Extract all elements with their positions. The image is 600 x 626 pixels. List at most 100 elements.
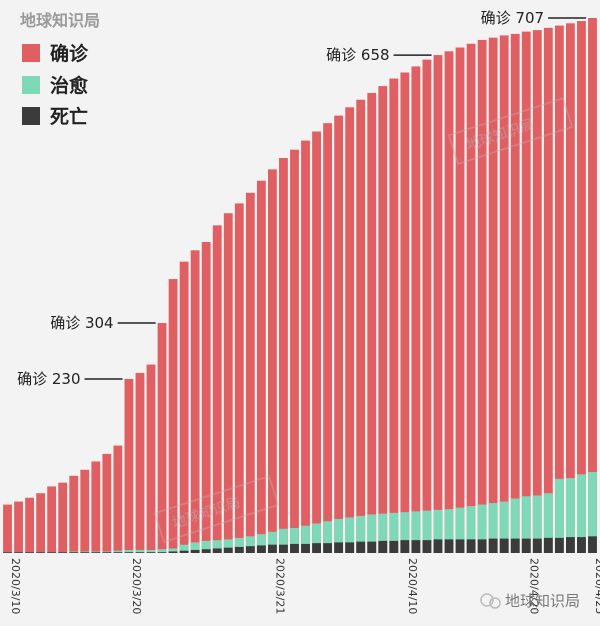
bar-recovered	[543, 493, 553, 553]
bar-confirmed	[124, 378, 134, 553]
bar-recovered	[554, 478, 564, 553]
bar-deaths	[47, 552, 57, 553]
bar-recovered	[356, 515, 366, 553]
bar-deaths	[25, 552, 35, 553]
x-tick-label: 2020/4/10	[406, 558, 419, 614]
bar-confirmed	[466, 43, 476, 553]
bar-confirmed	[301, 140, 310, 553]
bar-confirmed	[444, 51, 454, 554]
bar-confirmed	[345, 107, 355, 553]
bar-recovered	[422, 510, 432, 553]
bar-deaths	[356, 541, 366, 553]
bar-recovered	[223, 539, 233, 553]
legend-label-confirmed: 确诊	[50, 42, 89, 65]
bar-confirmed	[58, 482, 68, 553]
bar-confirmed	[47, 486, 57, 553]
bar-confirmed	[80, 469, 90, 553]
bar-recovered	[323, 521, 333, 553]
legend: 确诊 治愈 死亡	[22, 42, 89, 128]
bar-confirmed	[135, 372, 145, 553]
bar-deaths	[422, 540, 432, 553]
bar-deaths	[201, 549, 211, 553]
bar-confirmed	[256, 180, 266, 553]
bar-confirmed	[411, 66, 421, 554]
bar-deaths	[157, 552, 167, 553]
bar-deaths	[179, 550, 189, 553]
bar-deaths	[168, 551, 178, 553]
bar-recovered	[499, 501, 509, 553]
bar-confirmed	[245, 192, 255, 554]
bar-confirmed	[157, 322, 167, 553]
bar-deaths	[102, 552, 112, 553]
bar-recovered	[146, 549, 156, 553]
bar-deaths	[36, 552, 46, 553]
bar-confirmed	[400, 72, 410, 553]
bar-recovered	[411, 511, 421, 553]
bar-deaths	[312, 543, 321, 553]
bar-recovered	[433, 509, 443, 553]
bar-confirmed	[201, 241, 211, 554]
bar-confirmed	[378, 86, 388, 553]
bar-recovered	[113, 550, 123, 553]
bar-recovered	[345, 517, 355, 553]
source-credit-text: 地球知识局	[505, 592, 580, 610]
bar-deaths	[554, 537, 564, 553]
bar-deaths	[444, 539, 454, 553]
bar-confirmed	[267, 169, 277, 553]
bar-recovered	[577, 474, 586, 553]
bar-confirmed	[25, 497, 35, 553]
source-credit: 地球知识局	[480, 592, 580, 610]
bar-confirmed	[312, 131, 321, 553]
bar-recovered	[488, 503, 498, 553]
legend-swatch-recovered	[22, 76, 40, 94]
x-tick-label: 2020/3/21	[273, 558, 286, 614]
bar-confirmed	[102, 453, 112, 553]
bar-deaths	[91, 552, 101, 553]
bar-deaths	[267, 544, 277, 553]
x-tick-label: 2020/3/10	[9, 558, 22, 614]
bar-confirmed	[190, 250, 200, 553]
bar-confirmed	[532, 30, 542, 554]
bar-confirmed	[69, 475, 79, 553]
bar-recovered	[212, 540, 222, 553]
bar-deaths	[69, 552, 79, 553]
legend-swatch-deaths	[22, 107, 40, 125]
bar-deaths	[378, 540, 388, 553]
bar-confirmed	[521, 31, 531, 554]
bar-deaths	[345, 542, 355, 553]
bar-confirmed	[565, 23, 575, 554]
bar-confirmed	[14, 501, 23, 553]
bar-recovered	[201, 540, 211, 553]
legend-label-deaths: 死亡	[50, 105, 88, 128]
bar-recovered	[135, 549, 145, 553]
bar-recovered	[290, 528, 299, 553]
bar-deaths	[488, 538, 498, 553]
bar-deaths	[256, 545, 266, 553]
bar-deaths	[190, 549, 200, 553]
bar-confirmed	[367, 92, 377, 554]
bar-confirmed	[577, 21, 586, 553]
bar-deaths	[223, 547, 233, 553]
bar-deaths	[588, 536, 597, 553]
bar-deaths	[477, 539, 487, 553]
bars-layer	[3, 18, 597, 554]
x-tick-label: 2020/3/20	[130, 558, 143, 614]
legend-swatch-confirmed	[22, 44, 40, 62]
bar-deaths	[400, 540, 410, 553]
bar-recovered	[521, 496, 531, 553]
bar-deaths	[80, 552, 90, 553]
bar-recovered	[234, 537, 244, 553]
bar-deaths	[510, 538, 520, 553]
bar-deaths	[290, 543, 299, 553]
bar-recovered	[400, 512, 410, 553]
bar-confirmed	[389, 78, 399, 553]
bar-deaths	[411, 540, 421, 553]
bar-confirmed	[91, 461, 101, 553]
bar-recovered	[367, 514, 377, 553]
annotation-label: 确诊 658	[326, 46, 389, 64]
bar-recovered	[168, 548, 178, 553]
bar-confirmed	[554, 25, 564, 553]
bar-confirmed	[3, 504, 12, 553]
bar-recovered	[312, 523, 321, 553]
bar-confirmed	[488, 37, 498, 554]
